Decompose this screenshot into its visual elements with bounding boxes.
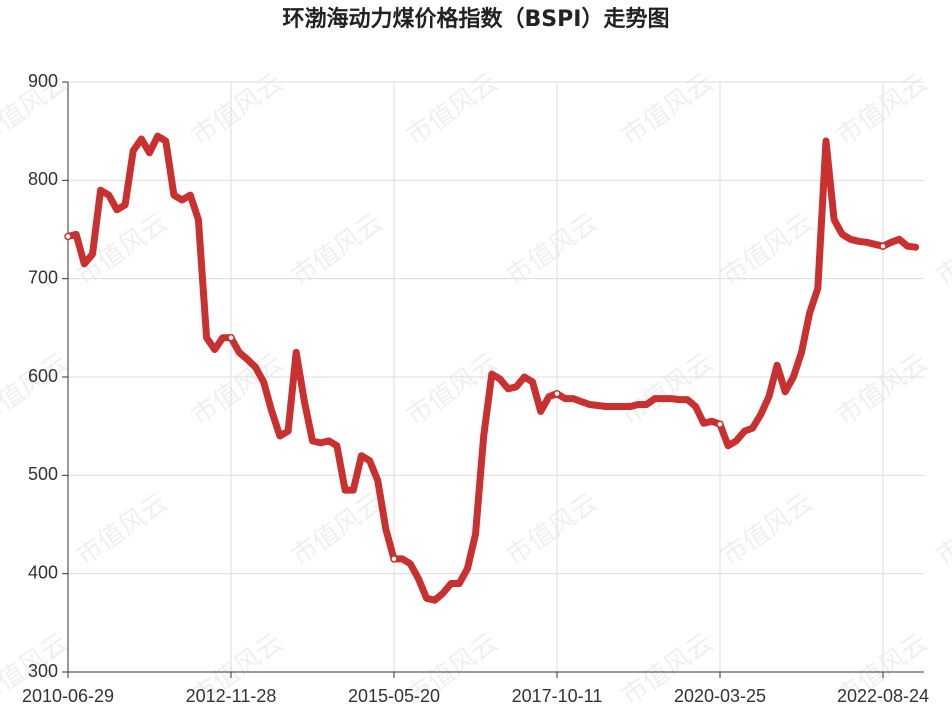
plot	[64, 132, 920, 604]
y-tick-label: 300	[28, 661, 58, 681]
watermark: 市值风云	[0, 348, 74, 432]
x-tick-label: 2017-10-11	[512, 686, 603, 706]
watermark: 市值风云	[401, 68, 503, 152]
point	[553, 389, 561, 398]
watermark: 市值风云	[286, 208, 388, 292]
x-tick-label: 2012-11-28	[186, 686, 277, 706]
watermark: 市值风云	[71, 208, 173, 292]
watermark: 市值风云	[716, 488, 818, 572]
watermark: 市值风云	[931, 208, 952, 292]
x-tick-label: 2020-03-25	[674, 686, 766, 706]
y-tick-label: 800	[28, 169, 58, 189]
y-tick-label: 500	[28, 464, 58, 484]
watermark: 市值风云	[931, 488, 952, 572]
x-tick-label: 2022-08-24	[837, 686, 929, 706]
x-tick-label: 2015-05-20	[348, 686, 440, 706]
point	[390, 555, 398, 563]
point	[227, 333, 235, 342]
point	[716, 420, 724, 428]
watermark: 市值风云	[831, 348, 933, 432]
y-tick-label: 700	[28, 267, 58, 287]
y-tick-label: 900	[28, 71, 58, 91]
y-tick-label: 400	[28, 562, 58, 582]
watermark: 市值风云	[286, 488, 388, 572]
watermark: 市值风云	[501, 488, 603, 572]
watermark: 市值风云	[616, 68, 718, 152]
watermark: 市值风云	[71, 488, 173, 572]
line	[64, 132, 920, 604]
point	[64, 232, 72, 241]
x-tick-label: 2010-06-29	[22, 686, 114, 706]
watermark: 市值风云	[501, 208, 603, 292]
watermark: 市值风云	[716, 208, 818, 292]
watermark: 市值风云	[831, 68, 933, 152]
point	[879, 242, 887, 250]
chart-title: 环渤海动力煤价格指数（BSPI）走势图	[283, 6, 670, 32]
y-tick-label: 600	[28, 366, 58, 386]
watermark: 市值风云	[186, 68, 288, 152]
